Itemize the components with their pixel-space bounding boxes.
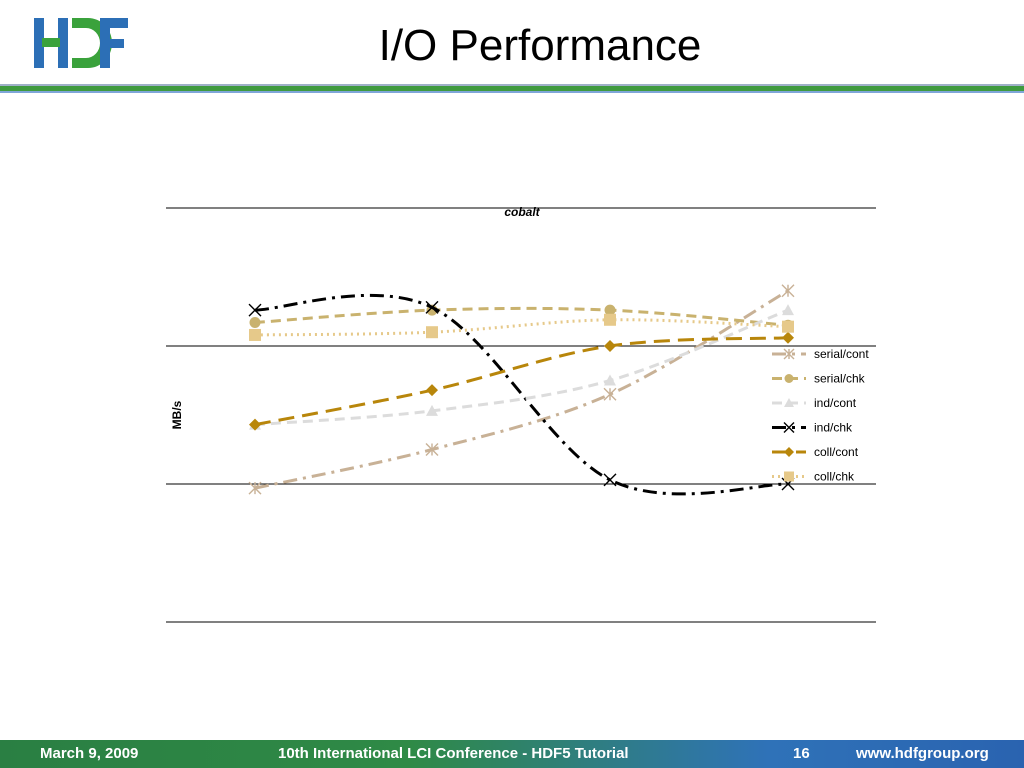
legend-marker <box>784 374 794 383</box>
data-point <box>426 404 438 416</box>
legend-label: ind/chk <box>814 421 853 435</box>
legend-marker <box>783 348 795 360</box>
chart-title: cobalt <box>504 205 540 219</box>
data-point <box>603 473 617 487</box>
legend-label: serial/chk <box>814 372 866 386</box>
legend-marker <box>783 422 795 433</box>
data-point <box>603 387 617 401</box>
data-point <box>425 443 439 456</box>
series-line <box>254 306 789 327</box>
data-point <box>248 481 262 495</box>
data-point <box>604 313 616 326</box>
data-point <box>425 300 439 314</box>
series-line <box>254 293 789 496</box>
data-point <box>782 331 794 344</box>
legend-marker <box>784 471 794 482</box>
data-point <box>604 304 616 316</box>
performance-chart: cobalt MB/s serial/cont serial/chk ind/cont i… <box>166 205 876 623</box>
legend-marker <box>784 398 794 407</box>
series-line <box>254 308 789 427</box>
legend-label: serial/cont <box>814 347 869 361</box>
footer-date: March 9, 2009 <box>40 745 139 762</box>
data-point <box>426 326 438 339</box>
data-point <box>426 384 438 397</box>
series-line <box>254 318 789 337</box>
data-point <box>249 418 261 431</box>
data-point <box>248 303 262 317</box>
legend-label: coll/chk <box>814 470 855 484</box>
data-point <box>782 320 794 333</box>
header-divider <box>0 84 1024 93</box>
footer-page-number: 16 <box>793 745 810 762</box>
legend-marker <box>784 447 794 457</box>
y-axis-label: MB/s <box>170 400 184 429</box>
series-line <box>254 289 789 490</box>
data-point <box>249 328 261 341</box>
footer-url: www.hdfgroup.org <box>856 745 989 762</box>
data-point <box>604 374 616 386</box>
data-point <box>604 340 616 352</box>
slide-title: I/O Performance <box>378 21 702 70</box>
data-point <box>781 284 795 298</box>
legend-label: ind/cont <box>814 396 857 410</box>
data-point <box>249 317 261 329</box>
footer-conference: 10th International LCI Conference - HDF5… <box>278 745 629 762</box>
footer-bar: March 9, 2009 10th International LCI Con… <box>0 740 1024 768</box>
legend-label: coll/cont <box>814 445 859 459</box>
series-line <box>254 336 789 427</box>
hdf-logo <box>34 18 128 68</box>
data-point <box>782 304 794 316</box>
